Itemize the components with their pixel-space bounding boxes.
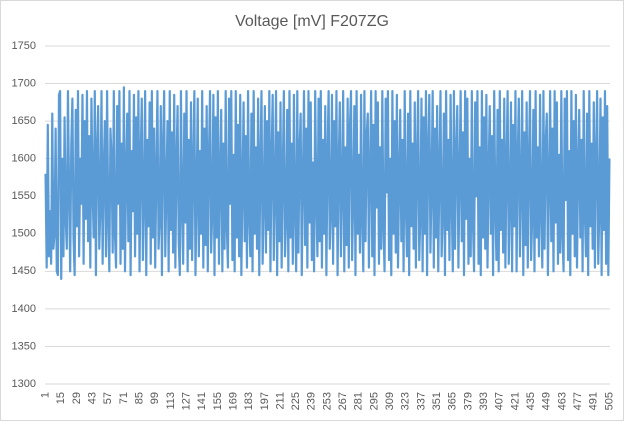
y-tick-label: 1650 xyxy=(12,115,36,127)
x-tick-label: 281 xyxy=(353,392,365,410)
x-tick-label: 393 xyxy=(478,392,490,410)
x-tick-label: 309 xyxy=(384,392,396,410)
y-tick-label: 1750 xyxy=(12,40,36,52)
x-tick-label: 337 xyxy=(415,392,427,410)
x-tick-label: 183 xyxy=(243,392,255,410)
x-tick-label: 141 xyxy=(196,392,208,410)
x-tick-label: 505 xyxy=(603,392,615,410)
x-tick-label: 477 xyxy=(572,392,584,410)
x-tick-label: 435 xyxy=(525,392,537,410)
y-tick-label: 1300 xyxy=(12,378,36,390)
x-tick-label: 323 xyxy=(400,392,412,410)
x-tick-label: 407 xyxy=(494,392,506,410)
x-tick-label: 127 xyxy=(180,392,192,410)
x-tick-label: 267 xyxy=(337,392,349,410)
x-tick-label: 491 xyxy=(588,392,600,410)
y-tick-label: 1450 xyxy=(12,265,36,277)
x-tick-label: 239 xyxy=(306,392,318,410)
y-tick-label: 1550 xyxy=(12,190,36,202)
x-tick-label: 463 xyxy=(556,392,568,410)
y-tick-label: 1700 xyxy=(12,77,36,89)
chart-title: Voltage [mV] F207ZG xyxy=(235,13,389,30)
x-tick-label: 197 xyxy=(259,392,271,410)
x-tick-label: 71 xyxy=(118,392,130,404)
x-tick-label: 449 xyxy=(541,392,553,410)
x-tick-label: 113 xyxy=(165,392,177,410)
x-tick-label: 29 xyxy=(71,392,83,404)
x-tick-label: 99 xyxy=(149,392,161,404)
y-tick-label: 1400 xyxy=(12,303,36,315)
x-tick-label: 1 xyxy=(39,392,51,398)
x-tick-label: 15 xyxy=(55,392,67,404)
x-tick-label: 421 xyxy=(509,392,521,410)
x-tick-label: 155 xyxy=(212,392,224,410)
x-tick-label: 211 xyxy=(274,392,286,410)
x-tick-label: 379 xyxy=(462,392,474,410)
x-tick-label: 57 xyxy=(102,392,114,404)
y-tick-label: 1600 xyxy=(12,153,36,165)
x-tick-label: 225 xyxy=(290,392,302,410)
x-tick-label: 253 xyxy=(321,392,333,410)
y-tick-label: 1500 xyxy=(12,228,36,240)
x-tick-label: 295 xyxy=(368,392,380,410)
x-tick-label: 169 xyxy=(227,392,239,410)
data-line xyxy=(44,86,611,280)
x-tick-label: 365 xyxy=(447,392,459,410)
x-tick-label: 43 xyxy=(86,392,98,404)
y-tick-label: 1350 xyxy=(12,340,36,352)
x-tick-label: 85 xyxy=(133,392,145,404)
x-tick-label: 351 xyxy=(431,392,443,410)
